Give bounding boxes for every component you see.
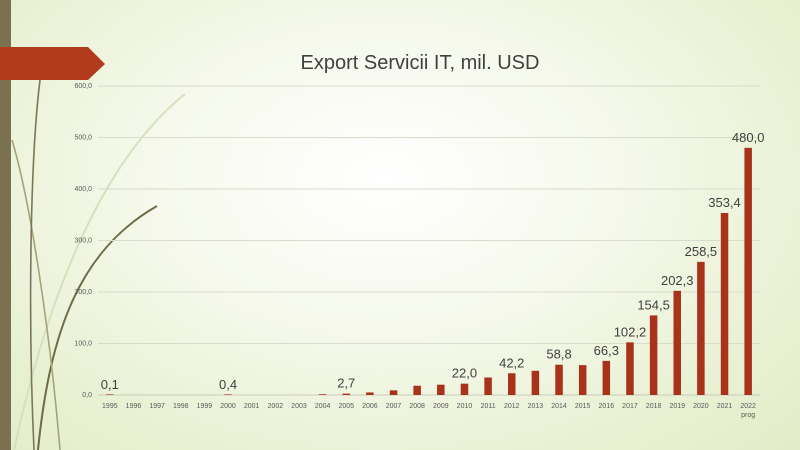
bar <box>555 364 563 395</box>
x-tick-label: 2020 <box>693 403 709 410</box>
x-tick-label: 2019 <box>669 403 685 410</box>
x-tick-label: 2008 <box>409 403 425 410</box>
x-tick-label: 1997 <box>149 403 165 410</box>
bar <box>531 370 540 395</box>
bar <box>602 360 611 395</box>
data-label: 102,2 <box>614 324 647 339</box>
y-tick-label: 600,0 <box>74 83 92 90</box>
x-tick-label: prog <box>741 412 755 419</box>
bar <box>508 373 516 395</box>
y-tick-label: 100,0 <box>74 341 92 348</box>
x-tick-label: 2005 <box>338 403 354 410</box>
x-tick-label: 2002 <box>268 403 284 410</box>
bar <box>484 377 492 395</box>
x-tick-label: 2018 <box>646 403 662 410</box>
bar <box>578 365 587 395</box>
x-tick-label: 2021 <box>717 403 733 410</box>
data-label: 480,0 <box>732 130 765 145</box>
bar <box>318 394 327 395</box>
x-tick-label: 2003 <box>291 403 307 410</box>
data-label: 0,1 <box>101 377 119 392</box>
decorative-curve <box>29 79 41 450</box>
data-label: 258,5 <box>685 244 718 259</box>
y-tick-label: 500,0 <box>74 135 92 142</box>
decorative-curve <box>11 139 61 450</box>
bar <box>744 147 752 395</box>
y-tick-label: 300,0 <box>74 238 92 245</box>
bar <box>460 383 469 395</box>
bar <box>437 384 445 395</box>
data-label: 42,2 <box>499 355 524 370</box>
y-tick-label: 200,0 <box>74 289 92 296</box>
y-tick-label: 0,0 <box>82 392 92 399</box>
title-arrow-shape <box>0 47 105 80</box>
data-label: 22,0 <box>452 366 477 381</box>
data-label: 0,4 <box>219 377 237 392</box>
bar <box>413 385 421 395</box>
x-tick-label: 2011 <box>481 403 496 410</box>
bar <box>106 394 114 395</box>
x-tick-label: 1995 <box>102 403 118 410</box>
y-tick-label: 400,0 <box>74 186 92 193</box>
bar <box>224 394 232 395</box>
x-tick-label: 2000 <box>220 403 236 410</box>
bar <box>697 261 705 395</box>
x-tick-label: 1999 <box>197 403 213 410</box>
left-accent-strip <box>0 0 11 450</box>
x-tick-label: 2012 <box>504 403 520 410</box>
data-label: 58,8 <box>546 347 571 362</box>
bar <box>626 342 634 395</box>
chart-title: Export Servicii IT, mil. USD <box>300 52 540 74</box>
x-tick-label: 2015 <box>575 403 591 410</box>
data-label: 353,4 <box>708 195 741 210</box>
x-tick-label: 2001 <box>244 403 260 410</box>
x-tick-label: 1998 <box>173 403 189 410</box>
data-label: 154,5 <box>637 297 670 312</box>
bar <box>389 390 398 395</box>
decorative-curve <box>37 205 158 450</box>
bar <box>342 393 350 395</box>
x-tick-label: 2007 <box>386 403 402 410</box>
decorative-curve <box>13 93 186 450</box>
x-tick-label: 2014 <box>551 403 567 410</box>
x-tick-label: 2016 <box>599 403 615 410</box>
data-label: 202,3 <box>661 273 694 288</box>
x-tick-label: 2010 <box>457 403 473 410</box>
bar <box>366 392 374 395</box>
bar <box>673 290 681 395</box>
x-tick-label: 1996 <box>126 403 142 410</box>
x-tick-label: 2013 <box>528 403 544 410</box>
data-label: 66,3 <box>594 343 619 358</box>
x-tick-label: 2022 <box>740 403 756 410</box>
bar <box>720 212 729 395</box>
bar <box>649 315 658 395</box>
x-tick-label: 2004 <box>315 403 331 410</box>
x-tick-label: 2017 <box>622 403 638 410</box>
x-tick-label: 2006 <box>362 403 378 410</box>
x-tick-label: 2009 <box>433 403 449 410</box>
data-label: 2,7 <box>337 376 355 391</box>
